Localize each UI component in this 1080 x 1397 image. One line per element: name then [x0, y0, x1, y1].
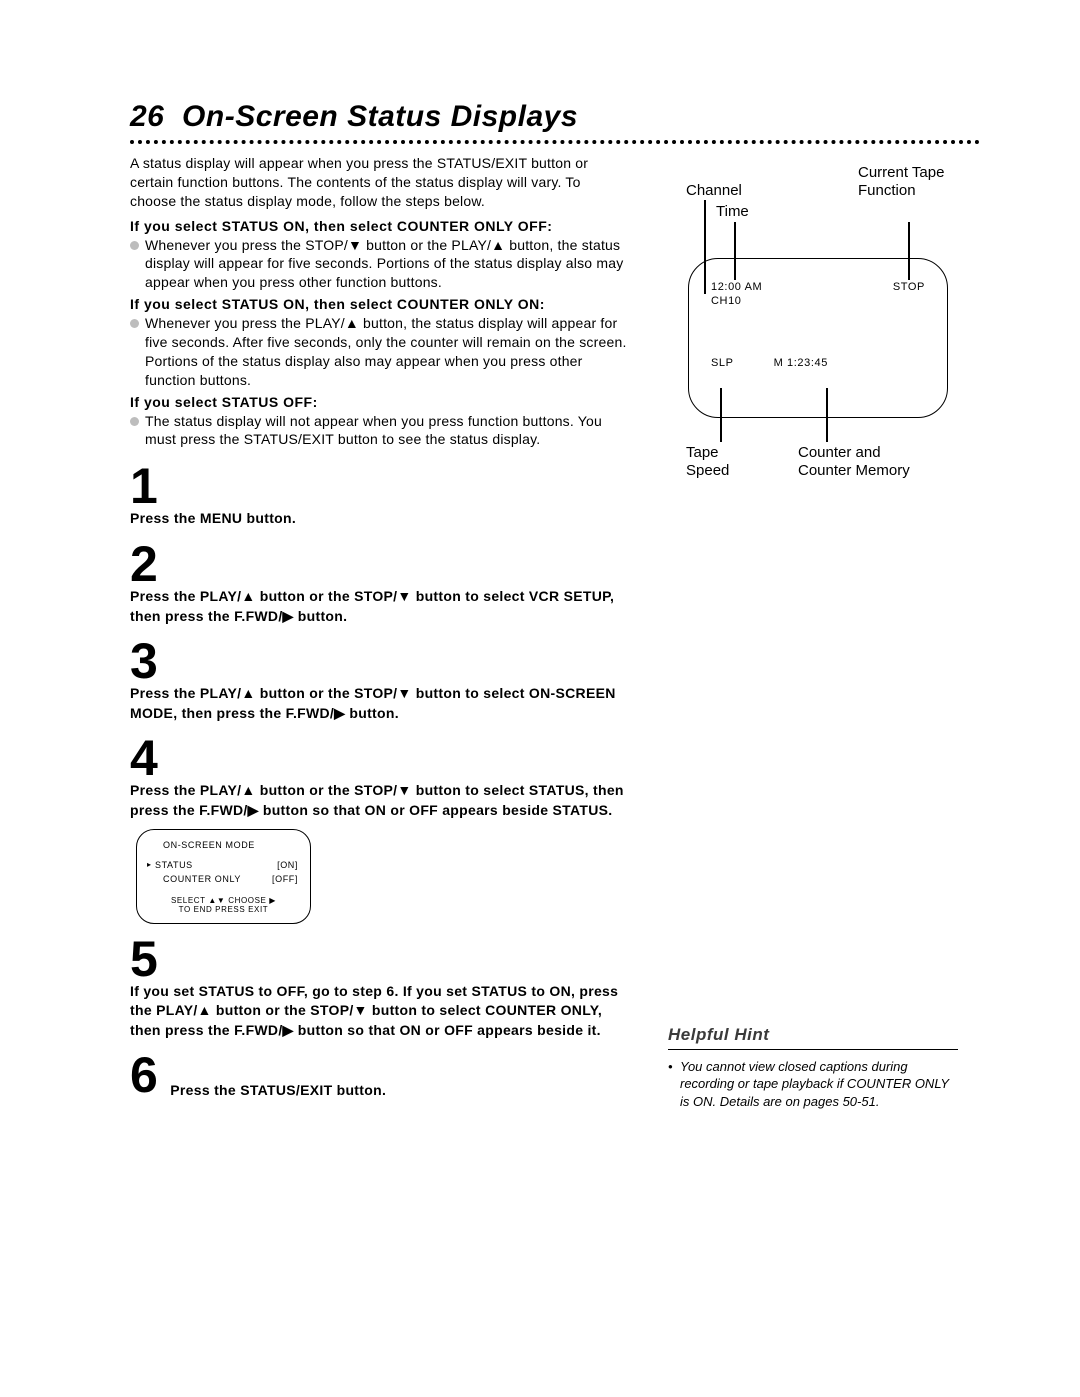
right-column: Channel Time Current Tape Function Tape …: [662, 154, 980, 1110]
osd-row-label: STATUS: [155, 860, 193, 870]
hint-rule: [668, 1049, 958, 1050]
condition-title: If you select STATUS ON, then select COU…: [130, 295, 630, 314]
caret-icon: ▸: [147, 860, 152, 869]
osd-menu-box: ON-SCREEN MODE ▸STATUS [ON] COUNTER ONLY…: [136, 829, 311, 924]
osd-footer-1: SELECT ▲▼ CHOOSE ▶: [149, 896, 298, 906]
step: 6 Press the STATUS/EXIT button.: [130, 1050, 630, 1100]
step-number: 5: [130, 934, 158, 984]
step-text: If you set STATUS to OFF, go to step 6. …: [130, 982, 630, 1041]
step-number: 6: [130, 1050, 158, 1100]
tv-label-counter: Counter and Counter Memory: [798, 444, 918, 480]
intro-text: A status display will appear when you pr…: [130, 154, 630, 211]
step-text: Press the MENU button.: [130, 509, 630, 529]
tv-time: 12:00 AM: [711, 281, 762, 293]
step: 3 Press the PLAY/▲ button or the STOP/▼ …: [130, 636, 630, 723]
tv-channel: CH10: [711, 295, 742, 307]
tv-diagram: Channel Time Current Tape Function Tape …: [668, 156, 978, 526]
condition-block: If you select STATUS ON, then select COU…: [130, 295, 630, 389]
step-text: Press the PLAY/▲ button or the STOP/▼ bu…: [130, 781, 630, 820]
hint-body: You cannot view closed captions during r…: [668, 1058, 958, 1111]
osd-row-value: [ON]: [277, 860, 298, 870]
condition-body: Whenever you press the PLAY/▲ button, th…: [130, 314, 630, 390]
page-title: 26 On-Screen Status Displays: [130, 100, 980, 134]
tv-screen: 12:00 AM STOP CH10 SLP M 1:23:45: [688, 258, 948, 418]
step-number: 4: [130, 733, 158, 783]
step-number: 1: [130, 461, 158, 511]
step-number: 3: [130, 636, 158, 686]
osd-menu-footer: SELECT ▲▼ CHOOSE ▶ TO END PRESS EXIT: [149, 896, 298, 915]
tv-label-channel: Channel: [686, 182, 742, 200]
condition-block: If you select STATUS ON, then select COU…: [130, 217, 630, 293]
page-number: 26: [130, 100, 164, 133]
step-text: Press the PLAY/▲ button or the STOP/▼ bu…: [130, 587, 630, 626]
step-text: Press the PLAY/▲ button or the STOP/▼ bu…: [130, 684, 630, 723]
step-number: 2: [130, 539, 158, 589]
tv-counter: M 1:23:45: [774, 357, 828, 369]
step-text: Press the STATUS/EXIT button.: [170, 1081, 386, 1101]
tv-label-time: Time: [716, 203, 749, 221]
condition-title: If you select STATUS OFF:: [130, 393, 630, 412]
hint-title: Helpful Hint: [668, 1025, 958, 1045]
helpful-hint-box: Helpful Hint You cannot view closed capt…: [668, 1025, 958, 1111]
step: 1 Press the MENU button.: [130, 461, 630, 529]
osd-menu-title: ON-SCREEN MODE: [149, 840, 298, 850]
step: 5 If you set STATUS to OFF, go to step 6…: [130, 934, 630, 1041]
tv-speed: SLP: [711, 357, 734, 369]
steps-list: 1 Press the MENU button. 2 Press the PLA…: [130, 461, 630, 1100]
osd-row-value: [OFF]: [272, 874, 298, 884]
osd-row-label: COUNTER ONLY: [163, 874, 241, 884]
step: 2 Press the PLAY/▲ button or the STOP/▼ …: [130, 539, 630, 626]
left-column: A status display will appear when you pr…: [130, 154, 630, 1110]
osd-menu-row: ▸STATUS [ON]: [149, 858, 298, 872]
condition-body: Whenever you press the STOP/▼ button or …: [130, 236, 630, 293]
title-rule: [130, 140, 980, 144]
condition-title: If you select STATUS ON, then select COU…: [130, 217, 630, 236]
tv-label-tape-speed: Tape Speed: [686, 444, 756, 480]
step: 4 Press the PLAY/▲ button or the STOP/▼ …: [130, 733, 630, 923]
page-title-text: On-Screen Status Displays: [182, 100, 578, 133]
condition-body: The status display will not appear when …: [130, 412, 630, 450]
tv-label-tape-function: Current Tape Function: [858, 164, 968, 200]
osd-footer-2: TO END PRESS EXIT: [149, 905, 298, 915]
condition-block: If you select STATUS OFF: The status dis…: [130, 393, 630, 450]
osd-menu-row: COUNTER ONLY [OFF]: [149, 872, 298, 886]
tv-function: STOP: [893, 281, 925, 293]
